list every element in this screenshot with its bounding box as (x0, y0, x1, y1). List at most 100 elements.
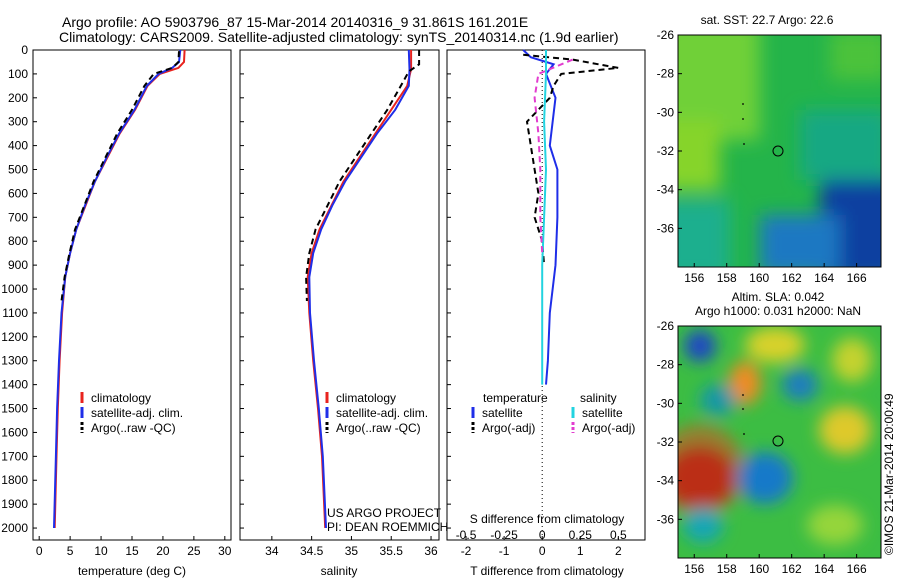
depth-tick-label: 1500 (1, 402, 28, 416)
map-lat-tick-label: -36 (657, 512, 675, 526)
series-line-s-argo-adj- (533, 58, 574, 254)
map-lon-tick-label: 166 (847, 271, 867, 285)
sst-map-axes: 156 158 160 162 164 166 -26 -28 -30 -32 -34 -36 (657, 28, 867, 285)
imos-timestamp: ©IMOS 21-Mar-2014 20:00:49 (882, 393, 896, 555)
legend-argo-label: Argo(..raw -QC) (91, 421, 176, 435)
s-difference-tick-label: -0.5 (456, 528, 477, 542)
depth-axis: 0 100 200 300 400 500 600 700 800 900 1000 1100 1200… (1, 43, 451, 535)
sla-high-center (729, 361, 761, 405)
salinity-tick-label: 36 (424, 544, 438, 558)
s-difference-x-axis: -0.5 -0.25 0 0.25 0.5 (456, 528, 627, 542)
series-line-t-satellite (522, 49, 559, 385)
depth-tick-label: 1400 (1, 378, 28, 392)
legend-satellite-label: satellite-adj. clim. (336, 406, 428, 420)
sst-cold-south (760, 215, 840, 267)
s-difference-tick-label: 0.25 (569, 528, 593, 542)
depth-tick-label: 300 (8, 115, 28, 129)
sla-map-title: Altim. SLA: 0.042 (732, 290, 825, 304)
difference-legend: temperature salinity satellite Argo(-adj… (471, 391, 635, 435)
sla-low-southcentral (737, 452, 793, 504)
difference-series (522, 49, 619, 385)
temperature-tick-label: 30 (218, 544, 232, 558)
difference-axes-frame (446, 49, 646, 541)
depth-tick-label: 500 (8, 163, 28, 177)
title-line-1: Argo profile: AO 5903796_87 15-Mar-2014 … (62, 14, 528, 30)
temperature-tick-label: 10 (94, 544, 108, 558)
t-difference-tick-label: 2 (615, 544, 622, 558)
legend-temperature-heading: temperature (483, 391, 548, 405)
depth-tick-label: 1300 (1, 354, 28, 368)
salinity-tick-label: 34.5 (300, 544, 324, 558)
salinity-xlabel: salinity (321, 564, 358, 578)
depth-tick-label: 700 (8, 210, 28, 224)
depth-tick-label: 1100 (2, 306, 28, 320)
map-lat-tick-label: -34 (657, 474, 675, 488)
sla-low-south (683, 507, 723, 543)
map-lon-tick-label: 160 (749, 271, 769, 285)
temperature-series (53, 49, 186, 529)
legend-salinity-heading: salinity (580, 391, 617, 405)
depth-tick-label: 1900 (1, 497, 28, 511)
legend-t-satellite-label: satellite (482, 406, 523, 420)
sla-mid-southeast (807, 505, 863, 545)
salinity-x-axis: 34 34.5 35 35.5 36 (265, 536, 438, 558)
depth-tick-label: 1200 (1, 330, 28, 344)
difference-panel: -2 -1 0 1 2 -0.5 -0.25 0 0.25 0.5 T difference f… (446, 49, 646, 578)
sst-float-marker (772, 145, 784, 157)
map-lon-tick-label: 162 (782, 271, 802, 285)
map-lat-tick-label: -26 (657, 319, 675, 333)
s-difference-label: S difference from climatology (470, 512, 625, 526)
temperature-tick-label: 15 (125, 544, 139, 558)
map-lat-tick-label: -30 (657, 396, 675, 410)
sla-float-marker (772, 435, 784, 447)
t-difference-tick-label: 0 (539, 544, 546, 558)
depth-tick-label: 1800 (1, 473, 28, 487)
map-lat-tick-label: -36 (657, 221, 675, 235)
sst-track-dot (743, 143, 745, 145)
depth-tick-label: 0 (21, 43, 28, 57)
map-lat-tick-label: -34 (657, 183, 675, 197)
sst-map-panel: sat. SST: 22.7 Argo: 22.6 156 158 160 162 16… (657, 13, 882, 285)
depth-tick-label: 800 (8, 234, 28, 248)
sla-low-east (782, 369, 818, 401)
map-lon-tick-label: 158 (717, 271, 737, 285)
series-line-t-argo-adj- (523, 53, 619, 266)
legend-argo-label: Argo(..raw -QC) (336, 421, 421, 435)
legend-s-satellite-label: satellite (582, 406, 623, 420)
sst-map-title: sat. SST: 22.7 Argo: 22.6 (701, 13, 834, 27)
t-difference-tick-label: 1 (577, 544, 584, 558)
map-lat-tick-label: -28 (657, 358, 675, 372)
t-difference-tick-label: -1 (499, 544, 510, 558)
credit-project: US ARGO PROJECT (327, 506, 442, 520)
map-lon-tick-label: 156 (684, 562, 704, 576)
map-lon-tick-label: 162 (782, 562, 802, 576)
map-lon-tick-label: 164 (814, 562, 834, 576)
s-difference-tick-label: 0 (539, 528, 546, 542)
series-line-satellite-adj-clim- (53, 49, 182, 529)
sla-high-northeast (832, 338, 872, 382)
depth-tick-label: 1700 (1, 449, 28, 463)
sst-heatmap (678, 35, 881, 267)
map-lat-tick-label: -26 (657, 28, 675, 42)
map-lat-tick-label: -30 (657, 105, 675, 119)
sla-map-axes: 156 158 160 162 164 166 -26 -28 -30 -32 -34 -36 (657, 319, 867, 576)
sla-map-subtitle: Argo h1000: 0.031 h2000: NaN (695, 304, 861, 318)
sst-track-dot (742, 103, 744, 105)
sla-map-panel: Altim. SLA: 0.042 Argo h1000: 0.031 h200… (657, 290, 882, 576)
depth-tick-label: 1000 (1, 282, 28, 296)
map-lon-tick-label: 158 (717, 562, 737, 576)
salinity-legend: climatology satellite-adj. clim. Argo(..… (325, 391, 428, 435)
legend-climatology-label: climatology (91, 391, 151, 405)
series-line-satellite-adj-clim- (308, 49, 411, 529)
depth-tick-label: 900 (8, 258, 28, 272)
depth-tick-label: 2000 (1, 521, 28, 535)
depth-tick-label: 1600 (1, 425, 28, 439)
temperature-tick-label: 5 (67, 544, 74, 558)
sst-cool-southwest (678, 200, 730, 267)
map-lon-tick-label: 160 (749, 562, 769, 576)
sst-cool-east (800, 110, 881, 180)
series-line-argo-raw-qc- (305, 50, 421, 302)
temperature-xlabel: temperature (deg C) (78, 564, 186, 578)
t-difference-x-axis: -2 -1 0 1 2 (461, 536, 622, 558)
title-line-2: Climatology: CARS2009. Satellite-adjuste… (59, 29, 619, 45)
